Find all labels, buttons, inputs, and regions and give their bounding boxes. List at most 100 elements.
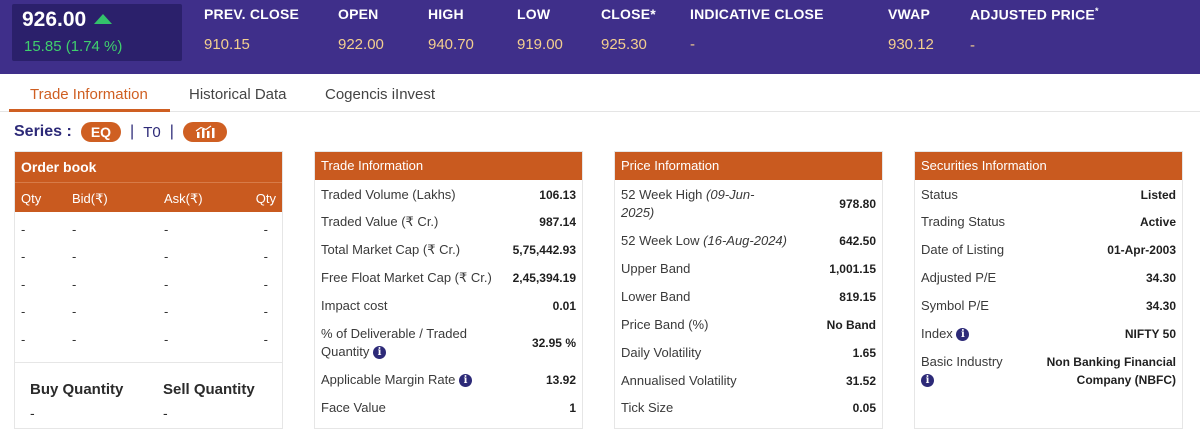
info-key-line: % of Deliverable / Traded (321, 326, 467, 341)
info-value-line: Non Banking Financial (1046, 355, 1176, 369)
tab-bar: Trade Information Historical Data Cogenc… (0, 82, 1200, 112)
info-row: Traded Value (₹ Cr.) 987.14 (321, 213, 576, 231)
info-value: 34.30 (1145, 271, 1176, 285)
stat-label: INDICATIVE CLOSE (690, 6, 824, 22)
info-key: Trading Status (921, 214, 1006, 229)
info-key-text: Index (921, 326, 953, 341)
info-value: 31.52 (845, 374, 876, 388)
info-key: Impact cost (321, 298, 388, 313)
table-cell: - (263, 304, 268, 319)
info-row: Price Band (%) No Band (621, 316, 876, 334)
info-row: Trading Status Active (921, 213, 1176, 231)
stat-indicative-close: INDICATIVE CLOSE - (690, 6, 824, 53)
up-arrow-icon (94, 13, 113, 24)
info-row: Adjusted P/E 34.30 (921, 269, 1176, 287)
sell-quantity-value: - (163, 405, 168, 421)
table-row: - - - - (15, 222, 282, 242)
table-cell: - (164, 249, 169, 264)
column-header: Qty (255, 191, 276, 206)
info-value: 1,001.15 (829, 262, 876, 276)
info-key-line: Quantity (321, 344, 370, 359)
info-key: Daily Volatility (621, 345, 702, 360)
info-icon[interactable]: i (373, 346, 387, 360)
info-key: Price Band (%) (621, 317, 709, 332)
stat-value: 919.00 (517, 36, 563, 53)
table-cell: - (72, 249, 77, 264)
info-row: Free Float Market Cap (₹ Cr.) 2,45,394.19 (321, 269, 576, 287)
stat-value: 922.00 (338, 36, 384, 53)
info-value: 978.80 (839, 197, 876, 211)
info-value: NIFTY 50 (1124, 327, 1176, 341)
info-key-date: (09-Jun- (706, 187, 755, 202)
price-change: 15.85 (1.74 %) (24, 38, 123, 55)
table-cell: - (72, 332, 77, 347)
info-value: 987.14 (539, 215, 576, 229)
stat-value: - (690, 36, 695, 53)
info-value: 106.13 (539, 188, 576, 202)
column-header: Bid(₹) (72, 191, 108, 206)
info-key-date: 2025) (621, 205, 655, 220)
separator: | (130, 123, 135, 140)
info-value: 32.95 % (531, 336, 576, 350)
tab-historical-data[interactable]: Historical Data (189, 86, 287, 103)
table-cell: - (21, 304, 26, 319)
info-value: Listed (1140, 188, 1176, 202)
info-value: 5,75,442.93 (512, 243, 576, 257)
table-cell: - (21, 332, 26, 347)
info-value: No Band (826, 318, 876, 332)
table-cell: - (164, 222, 169, 237)
info-row: Lower Band 819.15 (621, 288, 876, 306)
info-key: Adjusted P/E (921, 270, 997, 285)
separator: | (169, 123, 174, 140)
stat-value: 930.12 (888, 36, 934, 53)
info-value: 34.30 (1145, 299, 1176, 313)
info-key: Annualised Volatility (621, 373, 737, 388)
order-book-columns: Qty Bid(₹) Ask(₹) Qty (15, 182, 282, 212)
last-price: 926.00 (22, 8, 87, 31)
buy-quantity-label: Buy Quantity (30, 381, 124, 398)
footnote-mark: * (1094, 6, 1099, 16)
info-value: 0.01 (552, 299, 576, 313)
info-value: 0.05 (852, 401, 876, 415)
card-title: Securities Information (915, 152, 1182, 180)
info-row: Date of Listing 01-Apr-2003 (921, 241, 1176, 259)
table-row: - - - - (15, 249, 282, 269)
info-row: Basic Industry i Non Banking Financial Com… (921, 353, 1176, 389)
info-value: 642.50 (839, 234, 876, 248)
info-key: Lower Band (621, 289, 691, 304)
series-t0-button[interactable]: T0 (143, 123, 161, 141)
info-row: 52 Week Low (16-Aug-2024) 642.50 (621, 232, 876, 250)
table-cell: - (263, 249, 268, 264)
table-cell: - (164, 332, 169, 347)
sell-quantity-label: Sell Quantity (163, 381, 255, 398)
series-label: Series : (14, 123, 72, 140)
stat-prev-close: PREV. CLOSE 910.15 (204, 6, 299, 53)
stat-open: OPEN 922.00 (338, 6, 384, 53)
info-value: Active (1139, 215, 1176, 229)
info-key: Date of Listing (921, 242, 1005, 257)
series-eq-button[interactable]: EQ (80, 122, 122, 142)
table-cell: - (72, 222, 77, 237)
tab-cogencis-iinvest[interactable]: Cogencis iInvest (325, 86, 436, 103)
info-key: % of Deliverable / Traded Quantity i (321, 325, 467, 361)
buy-quantity-value: - (30, 405, 35, 421)
info-key-text: 52 Week High (621, 187, 703, 202)
stat-label: CLOSE* (601, 6, 656, 22)
info-key: Free Float Market Cap (₹ Cr.) (321, 270, 492, 285)
stat-adjusted-price: ADJUSTED PRICE* - (970, 6, 1099, 54)
table-row: - - - - (15, 332, 282, 352)
info-key-text: Applicable Margin Rate (321, 372, 456, 387)
info-icon[interactable]: i (459, 374, 473, 388)
table-cell: - (263, 332, 268, 347)
info-icon[interactable]: i (921, 374, 934, 388)
info-row: Traded Volume (Lakhs) 106.13 (321, 186, 576, 204)
table-cell: - (263, 277, 268, 292)
tab-trade-information[interactable]: Trade Information (30, 86, 148, 103)
info-icon[interactable]: i (956, 328, 970, 342)
info-row: Tick Size 0.05 (621, 399, 876, 417)
stat-label: VWAP (888, 6, 931, 22)
info-key: Traded Volume (Lakhs) (321, 187, 456, 202)
stat-close: CLOSE* 925.30 (601, 6, 656, 53)
table-cell: - (21, 249, 26, 264)
chart-button[interactable] (182, 122, 227, 142)
